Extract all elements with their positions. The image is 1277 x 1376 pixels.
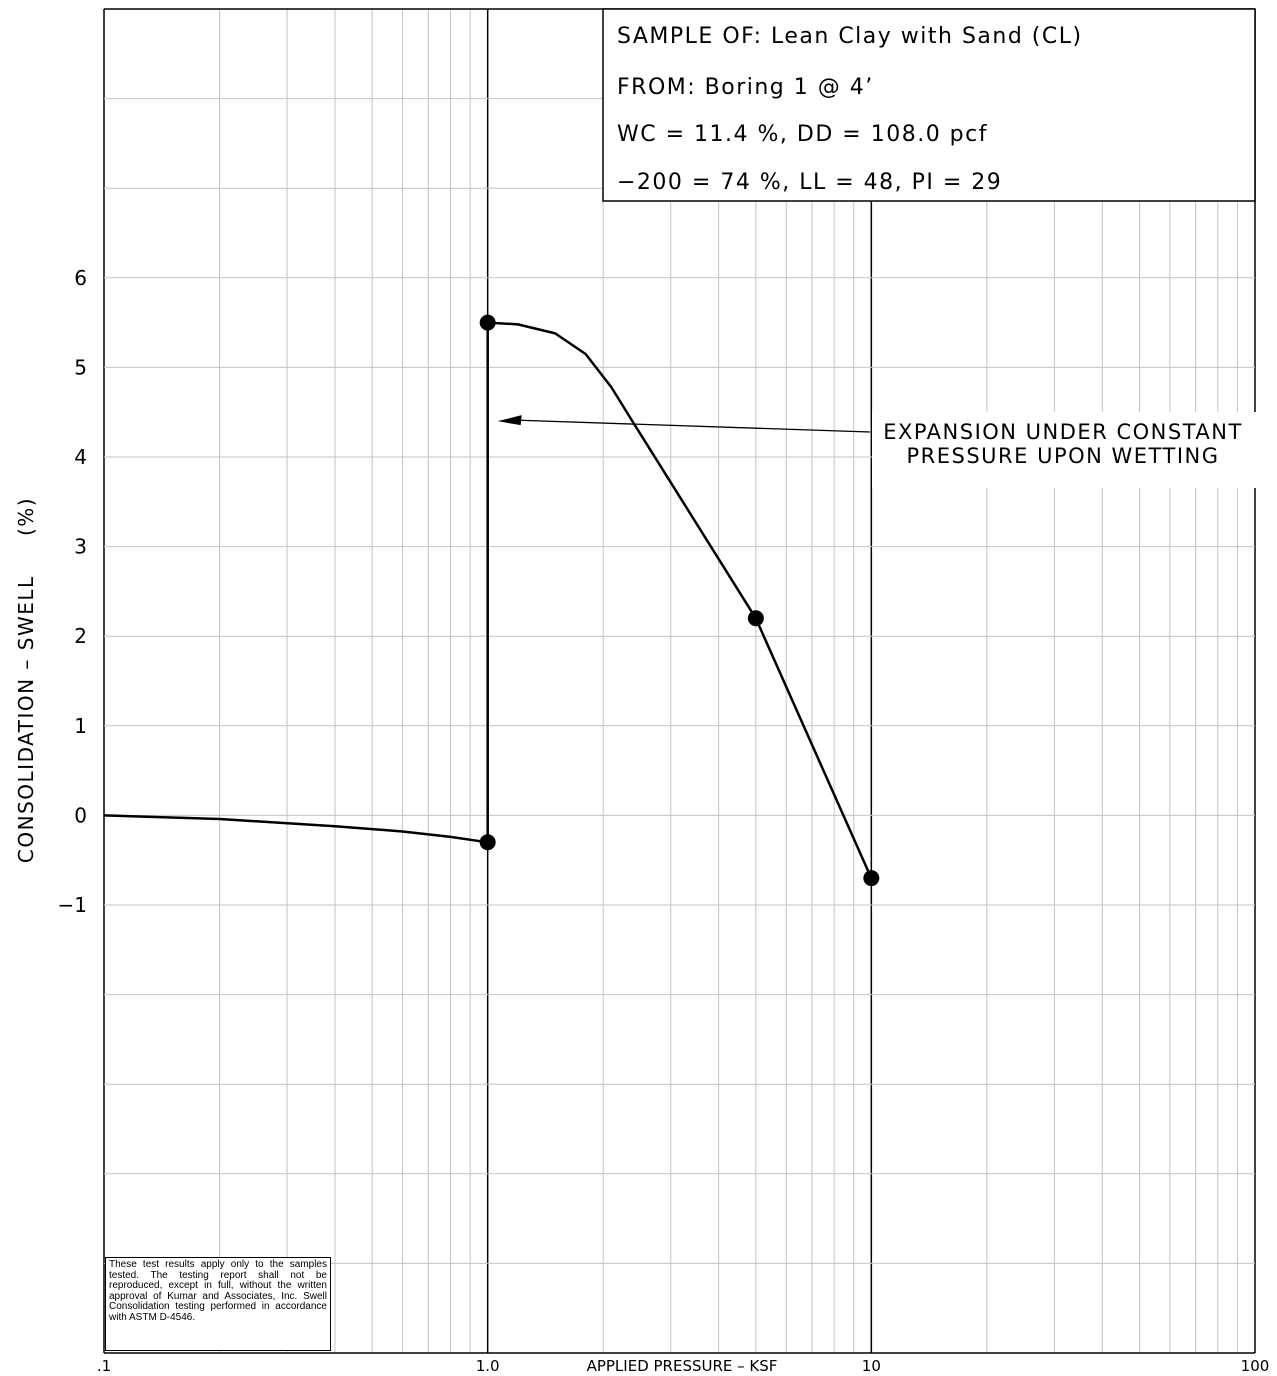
swell-curve-series	[103, 314, 880, 887]
disclaimer-box: These test results apply only to the sam…	[105, 1257, 331, 1351]
sample-info-box: SAMPLE OF: Lean Clay with Sand (CL) FROM…	[602, 8, 1256, 202]
y-tick-label: 4	[74, 445, 87, 469]
x-tick-label: 100	[1241, 1357, 1270, 1375]
test-data-point	[479, 314, 496, 331]
x-tick-label: 1.0	[476, 1357, 500, 1375]
annotation-background	[872, 412, 1257, 488]
y-tick-label: −1	[58, 893, 87, 917]
expansion-annotation: EXPANSION UNDER CONSTANT PRESSURE UPON W…	[497, 412, 1257, 488]
annotation-line-1: EXPANSION UNDER CONSTANT	[883, 420, 1243, 444]
y-tick-label: 2	[74, 624, 87, 648]
test-data-point	[747, 610, 764, 627]
y-tick-label: 3	[74, 535, 87, 559]
annotation-leader-line	[515, 419, 871, 433]
x-axis-title: APPLIED PRESSURE – KSF	[587, 1357, 778, 1375]
swell-curve-line	[103, 321, 873, 879]
annotation-arrowhead	[497, 415, 522, 426]
y-tick-label: 1	[74, 714, 87, 738]
x-tick-label: 10	[862, 1357, 881, 1375]
sample-of-text: SAMPLE OF: Lean Clay with Sand (CL)	[617, 24, 1083, 49]
moisture-density-text: WC = 11.4 %, DD = 108.0 pcf	[617, 122, 988, 147]
y-tick-label: 5	[74, 355, 87, 379]
test-data-point	[479, 834, 496, 851]
from-text: FROM: Boring 1 @ 4’	[617, 75, 874, 100]
info-box-border	[602, 8, 1256, 202]
axis-labels: CONSOLIDATION – SWELL (%) APPLIED PRESSU…	[14, 497, 777, 1375]
y-tick-label: 6	[74, 266, 87, 290]
chart-grid	[103, 8, 1256, 1354]
annotation-line-2: PRESSURE UPON WETTING	[906, 444, 1219, 468]
x-tick-label: .1	[97, 1357, 111, 1375]
y-axis-title: CONSOLIDATION – SWELL (%)	[14, 497, 38, 863]
y-tick-label: 0	[74, 803, 87, 827]
test-data-point	[863, 870, 880, 887]
gradation-limits-text: −200 = 74 %, LL = 48, PI = 29	[617, 170, 1002, 195]
